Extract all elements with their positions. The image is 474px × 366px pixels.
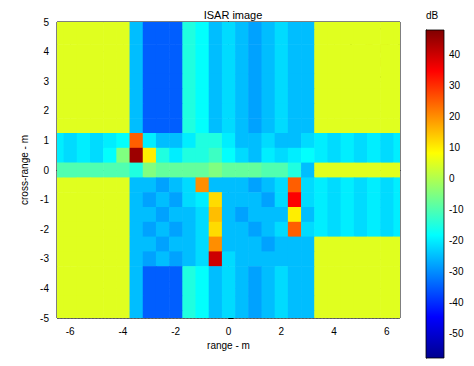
svg-text:cross-range - m: cross-range - m [19, 135, 30, 205]
svg-text:-10: -10 [449, 204, 464, 215]
svg-text:-6: -6 [66, 326, 75, 337]
svg-text:-5: -5 [40, 313, 49, 324]
svg-text:40: 40 [449, 49, 461, 60]
svg-text:6: 6 [384, 326, 390, 337]
svg-text:dB: dB [426, 10, 439, 21]
svg-text:0: 0 [226, 326, 232, 337]
svg-text:20: 20 [449, 111, 461, 122]
svg-text:-4: -4 [40, 283, 49, 294]
svg-text:2: 2 [43, 105, 49, 116]
svg-text:-2: -2 [171, 326, 180, 337]
svg-text:4: 4 [331, 326, 337, 337]
svg-text:1: 1 [43, 135, 49, 146]
svg-text:0: 0 [43, 165, 49, 176]
svg-text:-30: -30 [449, 266, 464, 277]
svg-text:10: 10 [449, 142, 461, 153]
svg-text:-20: -20 [449, 235, 464, 246]
svg-text:-4: -4 [119, 326, 128, 337]
svg-text:3: 3 [43, 76, 49, 87]
svg-text:range - m: range - m [207, 340, 250, 351]
svg-text:5: 5 [43, 17, 49, 28]
svg-text:-2: -2 [40, 224, 49, 235]
svg-text:ISAR image: ISAR image [204, 9, 263, 21]
svg-text:4: 4 [43, 46, 49, 57]
svg-text:2: 2 [278, 326, 284, 337]
svg-text:-40: -40 [449, 297, 464, 308]
svg-text:-50: -50 [449, 328, 464, 339]
svg-text:30: 30 [449, 80, 461, 91]
svg-text:-1: -1 [40, 194, 49, 205]
svg-text:0: 0 [449, 173, 455, 184]
svg-text:-3: -3 [40, 253, 49, 264]
